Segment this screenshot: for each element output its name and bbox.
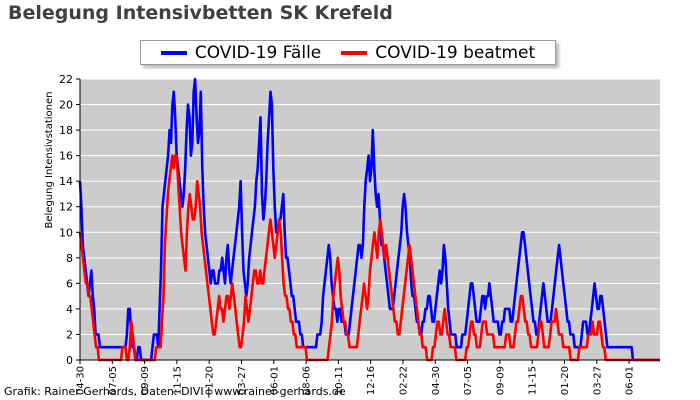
y-axis-label: Belegung Intensivstationen <box>44 91 55 228</box>
x-tick-label-2: 09-09 <box>140 366 151 395</box>
series-line-beatmet <box>78 154 660 362</box>
x-tick-label-8: 10-11 <box>334 366 345 395</box>
x-tick-label-1: 07-05 <box>108 366 119 395</box>
y-tick-label-8: 8 <box>66 252 73 265</box>
y-tick-label-20: 20 <box>59 99 73 112</box>
x-tick-label-16: 03-27 <box>592 366 603 395</box>
x-tick-label-7: 08-06 <box>302 366 313 395</box>
y-tick-label-4: 4 <box>66 303 73 316</box>
x-tick-label-11: 04-30 <box>431 366 442 395</box>
x-tick-label-14: 11-15 <box>528 366 539 395</box>
x-tick-label-0: 04-30 <box>76 366 87 395</box>
x-tick-label-5: 03-27 <box>237 366 248 395</box>
legend-label-faelle: COVID-19 Fälle <box>194 42 322 63</box>
legend-item-beatmet: COVID-19 beatmet <box>341 43 535 63</box>
x-tick-label-4: 01-20 <box>205 366 216 395</box>
legend-swatch-beatmet <box>341 50 368 55</box>
y-axis-ticks: 0 2 4 6 8 10 12 14 16 18 20 22 <box>59 73 80 367</box>
x-tick-label-3: 11-15 <box>172 366 183 395</box>
x-tick-label-13: 09-09 <box>495 366 506 395</box>
y-tick-label-10: 10 <box>59 226 73 239</box>
y-tick-label-12: 12 <box>59 201 73 214</box>
footer-credit: Grafik: Rainer Gerhards, Daten: DIVI | w… <box>4 385 346 398</box>
x-tick-label-6: 06-01 <box>269 366 280 395</box>
legend-label-beatmet: COVID-19 beatmet <box>375 42 536 63</box>
x-tick-label-17: 06-01 <box>625 366 636 395</box>
x-axis-ticks: 04-30 07-05 09-09 11-15 01-20 03-27 06-01 08-06… <box>76 360 636 395</box>
y-tick-label-16: 16 <box>59 150 73 163</box>
y-tick-label-22: 22 <box>59 73 73 86</box>
y-tick-label-14: 14 <box>59 175 73 188</box>
series-layer <box>78 77 660 362</box>
x-tick-label-15: 01-20 <box>560 366 571 395</box>
y-tick-label-2: 2 <box>66 328 73 341</box>
legend-item-faelle: COVID-19 Fälle <box>160 42 322 63</box>
x-tick-label-12: 07-05 <box>463 366 474 395</box>
legend-swatch-faelle <box>160 50 187 55</box>
y-tick-label-0: 0 <box>66 354 73 367</box>
y-tick-label-18: 18 <box>59 124 73 137</box>
legend: COVID-19 Fälle COVID-19 beatmet <box>140 40 556 65</box>
x-tick-label-10: 02-22 <box>399 366 410 395</box>
y-tick-label-6: 6 <box>66 277 73 290</box>
x-tick-label-9: 12-16 <box>366 366 377 395</box>
chart-title: Belegung Intensivbetten SK Krefeld <box>8 2 393 24</box>
